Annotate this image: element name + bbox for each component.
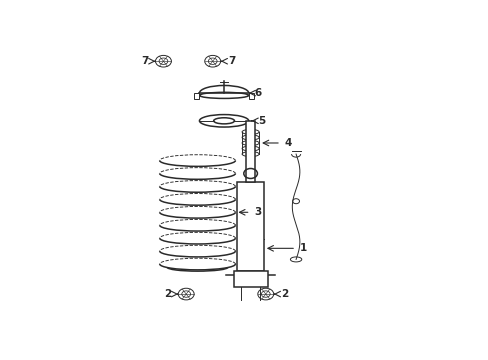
Text: 2: 2: [163, 289, 171, 299]
Text: 3: 3: [254, 207, 261, 217]
Text: 1: 1: [299, 243, 306, 253]
Bar: [237, 182, 264, 270]
Text: 7: 7: [227, 56, 235, 66]
Bar: [233, 270, 267, 287]
Bar: [248, 93, 254, 99]
Text: 6: 6: [254, 88, 261, 98]
Text: 7: 7: [141, 56, 148, 66]
Text: 4: 4: [284, 138, 291, 148]
Bar: [193, 93, 199, 99]
Bar: [245, 121, 255, 182]
Text: 5: 5: [258, 116, 265, 126]
Text: 2: 2: [280, 289, 287, 299]
